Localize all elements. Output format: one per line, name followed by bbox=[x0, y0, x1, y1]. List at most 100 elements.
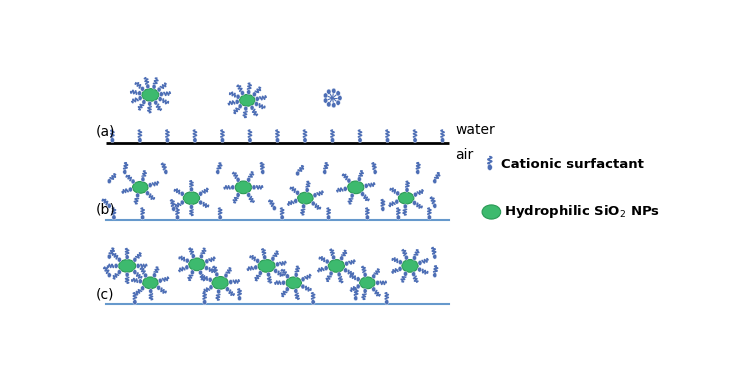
Ellipse shape bbox=[125, 255, 129, 260]
Ellipse shape bbox=[327, 89, 331, 94]
Ellipse shape bbox=[482, 205, 500, 219]
Ellipse shape bbox=[246, 192, 251, 197]
Ellipse shape bbox=[154, 100, 158, 105]
Ellipse shape bbox=[190, 270, 194, 275]
Text: air: air bbox=[455, 148, 473, 162]
Ellipse shape bbox=[141, 286, 145, 291]
Ellipse shape bbox=[381, 206, 385, 211]
Ellipse shape bbox=[229, 279, 232, 284]
Ellipse shape bbox=[294, 199, 297, 204]
Ellipse shape bbox=[376, 280, 379, 285]
Text: (a): (a) bbox=[95, 124, 115, 138]
Ellipse shape bbox=[215, 170, 220, 175]
Ellipse shape bbox=[432, 203, 437, 208]
Ellipse shape bbox=[432, 179, 437, 184]
Ellipse shape bbox=[261, 170, 265, 175]
Ellipse shape bbox=[396, 215, 401, 220]
Ellipse shape bbox=[329, 271, 333, 276]
Ellipse shape bbox=[331, 88, 336, 93]
Ellipse shape bbox=[402, 260, 418, 272]
Ellipse shape bbox=[125, 272, 129, 277]
Ellipse shape bbox=[107, 179, 111, 184]
Ellipse shape bbox=[412, 272, 415, 277]
Ellipse shape bbox=[296, 171, 300, 176]
Ellipse shape bbox=[231, 185, 235, 190]
Ellipse shape bbox=[193, 138, 197, 143]
Ellipse shape bbox=[336, 91, 340, 96]
Ellipse shape bbox=[236, 94, 240, 99]
Ellipse shape bbox=[202, 300, 207, 305]
Ellipse shape bbox=[244, 106, 248, 111]
Ellipse shape bbox=[344, 268, 348, 273]
Ellipse shape bbox=[148, 183, 152, 188]
Ellipse shape bbox=[199, 191, 203, 196]
Ellipse shape bbox=[191, 253, 196, 259]
Ellipse shape bbox=[238, 296, 241, 301]
Ellipse shape bbox=[117, 257, 121, 262]
Ellipse shape bbox=[303, 138, 307, 143]
Ellipse shape bbox=[405, 187, 409, 192]
Ellipse shape bbox=[331, 103, 336, 108]
Ellipse shape bbox=[158, 97, 162, 101]
Ellipse shape bbox=[185, 265, 189, 270]
Ellipse shape bbox=[280, 215, 284, 220]
Ellipse shape bbox=[441, 138, 444, 143]
Ellipse shape bbox=[148, 101, 152, 106]
Ellipse shape bbox=[356, 277, 360, 282]
Ellipse shape bbox=[252, 185, 256, 190]
Ellipse shape bbox=[225, 287, 230, 292]
Ellipse shape bbox=[418, 267, 421, 272]
Ellipse shape bbox=[246, 177, 251, 182]
Ellipse shape bbox=[107, 254, 111, 259]
Ellipse shape bbox=[221, 138, 224, 143]
Ellipse shape bbox=[286, 277, 302, 289]
Ellipse shape bbox=[183, 192, 199, 204]
Ellipse shape bbox=[348, 181, 364, 194]
Ellipse shape bbox=[114, 264, 118, 268]
Ellipse shape bbox=[363, 288, 367, 293]
Ellipse shape bbox=[297, 192, 313, 204]
Ellipse shape bbox=[487, 164, 492, 170]
Ellipse shape bbox=[384, 300, 389, 305]
Ellipse shape bbox=[185, 258, 189, 263]
Ellipse shape bbox=[275, 138, 280, 143]
Ellipse shape bbox=[338, 96, 342, 101]
Ellipse shape bbox=[323, 170, 327, 175]
Ellipse shape bbox=[142, 99, 146, 104]
Text: (b): (b) bbox=[95, 203, 115, 217]
Ellipse shape bbox=[275, 262, 280, 267]
Ellipse shape bbox=[295, 190, 300, 195]
Text: water: water bbox=[455, 123, 494, 137]
Ellipse shape bbox=[136, 193, 139, 198]
Ellipse shape bbox=[199, 270, 202, 275]
Ellipse shape bbox=[142, 89, 159, 101]
Ellipse shape bbox=[190, 187, 193, 192]
Ellipse shape bbox=[361, 192, 365, 197]
Ellipse shape bbox=[415, 170, 420, 175]
Ellipse shape bbox=[236, 192, 240, 197]
Ellipse shape bbox=[159, 92, 163, 97]
Ellipse shape bbox=[142, 277, 158, 289]
Ellipse shape bbox=[208, 277, 213, 282]
Ellipse shape bbox=[140, 215, 145, 220]
Ellipse shape bbox=[254, 265, 258, 270]
Ellipse shape bbox=[337, 272, 341, 277]
Ellipse shape bbox=[294, 288, 298, 293]
Text: (c): (c) bbox=[95, 287, 114, 301]
Ellipse shape bbox=[427, 215, 432, 220]
Ellipse shape bbox=[325, 259, 329, 264]
Ellipse shape bbox=[294, 272, 298, 277]
Ellipse shape bbox=[199, 200, 203, 205]
Ellipse shape bbox=[403, 204, 407, 209]
Ellipse shape bbox=[236, 177, 240, 182]
Ellipse shape bbox=[246, 90, 251, 94]
Ellipse shape bbox=[240, 94, 255, 106]
Ellipse shape bbox=[119, 260, 136, 272]
Ellipse shape bbox=[258, 271, 262, 276]
Ellipse shape bbox=[398, 266, 402, 271]
Ellipse shape bbox=[133, 257, 137, 262]
Ellipse shape bbox=[212, 277, 228, 289]
Ellipse shape bbox=[136, 264, 140, 268]
Ellipse shape bbox=[313, 193, 317, 198]
Ellipse shape bbox=[404, 271, 407, 276]
